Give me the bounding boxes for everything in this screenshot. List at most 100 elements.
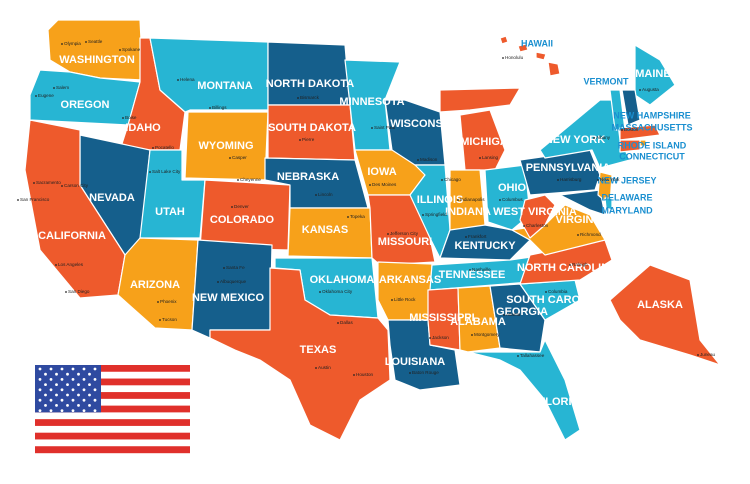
state-label: CONNECTICUT bbox=[619, 151, 685, 161]
state-shape bbox=[467, 339, 581, 441]
city-dot bbox=[639, 89, 641, 91]
city-label: Lansing bbox=[482, 155, 499, 160]
city-dot bbox=[217, 281, 219, 283]
city-dot bbox=[157, 301, 159, 303]
city-dot bbox=[319, 291, 321, 293]
city-label: Houston bbox=[356, 372, 374, 377]
city-label: Atlanta bbox=[506, 312, 521, 317]
city-dot bbox=[569, 264, 571, 266]
flag-star bbox=[60, 409, 64, 412]
flag-star bbox=[71, 367, 75, 371]
state-shape bbox=[547, 61, 561, 77]
city-label: Saint Paul bbox=[374, 125, 395, 130]
city-label: Richmond bbox=[580, 232, 601, 237]
city-dot bbox=[457, 199, 459, 201]
city-dot bbox=[17, 199, 19, 201]
city-dot bbox=[391, 299, 393, 301]
state-label: OKLAHOMA bbox=[310, 274, 375, 286]
state-label: VERMONT bbox=[584, 76, 630, 86]
state-label: WISCONSIN bbox=[390, 118, 454, 130]
flag-stripe bbox=[35, 432, 190, 440]
flag-star bbox=[38, 367, 42, 371]
flag-star bbox=[66, 404, 69, 407]
city-label: Indianapolis bbox=[460, 197, 485, 202]
city-label: Madison bbox=[420, 157, 438, 162]
flag-star bbox=[88, 372, 91, 376]
city-dot bbox=[517, 355, 519, 357]
state-label: IDAHO bbox=[125, 122, 161, 134]
state-label: NEW HAMPSHIRE bbox=[613, 110, 691, 120]
city-dot bbox=[159, 319, 161, 321]
flag-star bbox=[77, 383, 80, 386]
flag-star bbox=[55, 383, 58, 386]
state-label: SOUTH CAROLINA bbox=[506, 294, 606, 306]
city-label: Salem bbox=[56, 85, 69, 90]
flag-star bbox=[88, 383, 91, 386]
city-dot bbox=[347, 216, 349, 218]
flag-stripe bbox=[35, 378, 190, 386]
us-flag bbox=[35, 365, 190, 454]
city-dot bbox=[697, 354, 699, 356]
city-label: Chicago bbox=[444, 177, 461, 182]
city-label: Jackson bbox=[432, 335, 449, 340]
city-dot bbox=[597, 179, 599, 181]
flag-star bbox=[44, 393, 47, 397]
city-dot bbox=[471, 334, 473, 336]
city-dot bbox=[209, 107, 211, 109]
flag-star bbox=[38, 388, 42, 392]
city-label: Salt Lake City bbox=[152, 169, 181, 174]
city-label: San Francisco bbox=[20, 197, 50, 202]
state-label: PENNSYLVANIA bbox=[526, 162, 611, 174]
flag-star bbox=[38, 409, 42, 412]
city-dot bbox=[577, 234, 579, 236]
city-dot bbox=[557, 179, 559, 181]
flag-star bbox=[82, 388, 86, 392]
flag-star bbox=[55, 393, 58, 397]
state-label: MISSISSIPPI bbox=[409, 312, 474, 324]
flag-stripe bbox=[35, 398, 190, 406]
state-label: KANSAS bbox=[302, 224, 348, 236]
flag-star bbox=[82, 398, 86, 402]
city-dot bbox=[33, 182, 35, 184]
city-label: Harrisburg bbox=[560, 177, 582, 182]
state-shape bbox=[621, 89, 641, 126]
state-label: NEW JERSEY bbox=[597, 175, 656, 185]
state-label: OHIO bbox=[498, 182, 527, 194]
city-dot bbox=[65, 291, 67, 293]
state-label: GEORGIA bbox=[496, 306, 548, 318]
city-label: Albuquerque bbox=[220, 279, 246, 284]
state-label: ARIZONA bbox=[130, 279, 180, 291]
city-label: Oklahoma City bbox=[322, 289, 353, 294]
flag-star bbox=[71, 378, 75, 381]
city-label: Charleston bbox=[526, 223, 549, 228]
flag-star bbox=[93, 378, 97, 381]
state-shape bbox=[609, 264, 721, 366]
labels: WASHINGTON OREGON IDAHO MONTANA WYOMING NEVAD… bbox=[17, 38, 716, 408]
city-label: Austin bbox=[318, 365, 331, 370]
state-label: FLORIDA bbox=[539, 396, 588, 408]
flag-star bbox=[44, 372, 47, 376]
flag-star bbox=[77, 404, 80, 407]
city-label: Topeka bbox=[350, 214, 365, 219]
state-shapes bbox=[24, 19, 721, 441]
city-label: Helena bbox=[180, 77, 195, 82]
state-shape bbox=[409, 164, 451, 259]
city-dot bbox=[85, 41, 87, 43]
city-dot bbox=[479, 157, 481, 159]
city-label: Boston bbox=[624, 127, 639, 132]
flag-stripe bbox=[35, 419, 190, 427]
state-label: NEW YORK bbox=[545, 134, 605, 146]
state-label: HAWAII bbox=[521, 38, 553, 48]
city-label: Honolulu bbox=[505, 55, 524, 60]
flag-stripe bbox=[35, 371, 190, 379]
city-label: Tallahassee bbox=[520, 353, 545, 358]
flag-star bbox=[71, 409, 75, 412]
flag-star bbox=[71, 398, 75, 402]
flag-star bbox=[38, 378, 42, 381]
city-label: Cheyenne bbox=[240, 177, 261, 182]
state-shape bbox=[619, 139, 641, 153]
city-dot bbox=[387, 233, 389, 235]
flag-star bbox=[93, 409, 97, 412]
state-shape bbox=[535, 51, 547, 61]
